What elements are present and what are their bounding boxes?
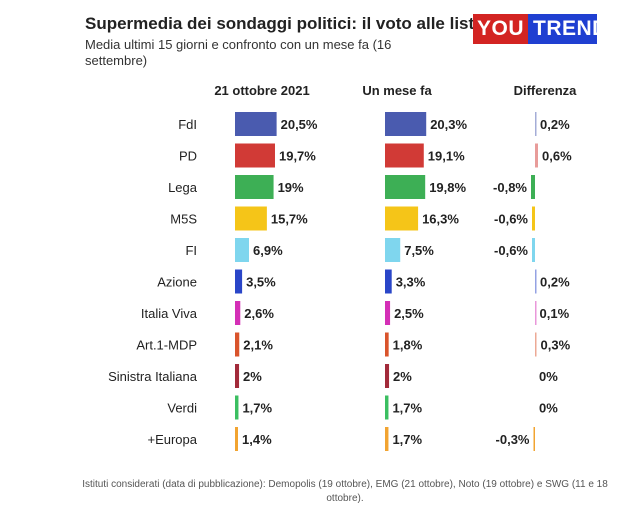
bar-difference xyxy=(535,332,537,357)
category-label: Art.1-MDP xyxy=(136,338,197,353)
value-label-difference: -0,3% xyxy=(496,432,530,447)
value-label-month-ago: 16,3% xyxy=(422,212,459,227)
bar-current xyxy=(235,112,277,136)
value-label-month-ago: 2% xyxy=(393,369,412,384)
value-label-current: 1,7% xyxy=(242,401,272,416)
value-label-current: 1,4% xyxy=(242,432,272,447)
youtrend-logo: YOU TREND xyxy=(473,14,597,44)
column-header-3: Differenza xyxy=(514,83,578,98)
category-label: M5S xyxy=(170,212,197,227)
value-label-month-ago: 3,3% xyxy=(396,275,426,290)
value-label-difference: 0,6% xyxy=(542,149,572,164)
value-label-month-ago: 1,7% xyxy=(392,432,422,447)
value-label-current: 6,9% xyxy=(253,243,283,258)
bar-difference xyxy=(535,301,537,325)
column-header-1: 21 ottobre 2021 xyxy=(214,83,309,98)
footer-note: Istituti considerati (data di pubblicazi… xyxy=(82,479,608,504)
value-label-difference: -0,6% xyxy=(494,243,528,258)
bar-difference xyxy=(535,143,538,168)
category-label: FI xyxy=(185,243,197,258)
bar-month-ago xyxy=(385,364,390,388)
chart-area: 21 ottobre 2021 Un mese fa Differenza FdI 20… xyxy=(108,83,578,451)
bar-current xyxy=(235,395,239,420)
bar-month-ago xyxy=(385,332,389,357)
value-label-month-ago: 1,8% xyxy=(393,338,423,353)
bar-difference xyxy=(532,206,535,231)
category-label: +Europa xyxy=(147,432,197,447)
bar-month-ago xyxy=(385,175,426,199)
value-label-month-ago: 1,7% xyxy=(392,401,422,416)
bar-current xyxy=(235,301,241,325)
bar-difference xyxy=(532,238,535,262)
bar-current xyxy=(235,238,250,262)
value-label-difference: 0,2% xyxy=(540,275,570,290)
bar-current xyxy=(235,143,275,168)
value-label-month-ago: 19,1% xyxy=(428,149,465,164)
bar-month-ago xyxy=(385,269,392,294)
bar-month-ago xyxy=(385,301,391,325)
bar-difference xyxy=(535,112,537,136)
value-label-month-ago: 19,8% xyxy=(429,180,466,195)
bar-difference xyxy=(531,175,535,199)
bar-current xyxy=(235,175,274,199)
chart-title: Supermedia dei sondaggi politici: il vot… xyxy=(85,14,484,33)
category-label: Italia Viva xyxy=(141,306,198,321)
category-label: FdI xyxy=(178,117,197,132)
category-label: Sinistra Italiana xyxy=(108,369,198,384)
bar-month-ago xyxy=(385,206,419,231)
category-label: Verdi xyxy=(167,401,197,416)
bar-month-ago xyxy=(385,427,389,451)
value-label-difference: -0,8% xyxy=(493,180,527,195)
category-label: PD xyxy=(179,149,197,164)
bar-current xyxy=(235,332,240,357)
value-label-difference: 0,3% xyxy=(541,338,571,353)
value-label-difference: -0,6% xyxy=(494,212,528,227)
bar-month-ago xyxy=(385,143,424,168)
bar-month-ago xyxy=(385,238,401,262)
chart-subtitle: Media ultimi 15 giorni e confronto con u… xyxy=(85,37,392,68)
value-label-current: 19% xyxy=(278,180,304,195)
bar-current xyxy=(235,427,238,451)
value-label-current: 2,1% xyxy=(243,338,273,353)
logo-trend-text: TREND xyxy=(533,17,597,40)
value-label-current: 2% xyxy=(243,369,262,384)
value-label-current: 3,5% xyxy=(246,275,276,290)
value-label-current: 20,5% xyxy=(281,117,318,132)
logo-you-text: YOU xyxy=(473,14,529,44)
value-label-current: 15,7% xyxy=(271,212,308,227)
bar-current xyxy=(235,364,240,388)
value-label-current: 19,7% xyxy=(279,149,316,164)
bar-current xyxy=(235,269,243,294)
category-label: Azione xyxy=(157,275,197,290)
value-label-difference: 0,1% xyxy=(540,306,570,321)
value-label-difference: 0,2% xyxy=(540,117,570,132)
value-label-difference: 0% xyxy=(539,369,558,384)
bar-difference xyxy=(533,427,535,451)
bar-month-ago xyxy=(385,395,389,420)
value-label-difference: 0% xyxy=(539,401,558,416)
value-label-month-ago: 7,5% xyxy=(404,243,434,258)
value-label-month-ago: 20,3% xyxy=(430,117,467,132)
category-label: Lega xyxy=(168,180,198,195)
bar-difference xyxy=(535,269,537,294)
value-label-month-ago: 2,5% xyxy=(394,306,424,321)
column-header-2: Un mese fa xyxy=(362,83,432,98)
bar-current xyxy=(235,206,267,231)
bar-month-ago xyxy=(385,112,427,136)
value-label-current: 2,6% xyxy=(244,306,274,321)
